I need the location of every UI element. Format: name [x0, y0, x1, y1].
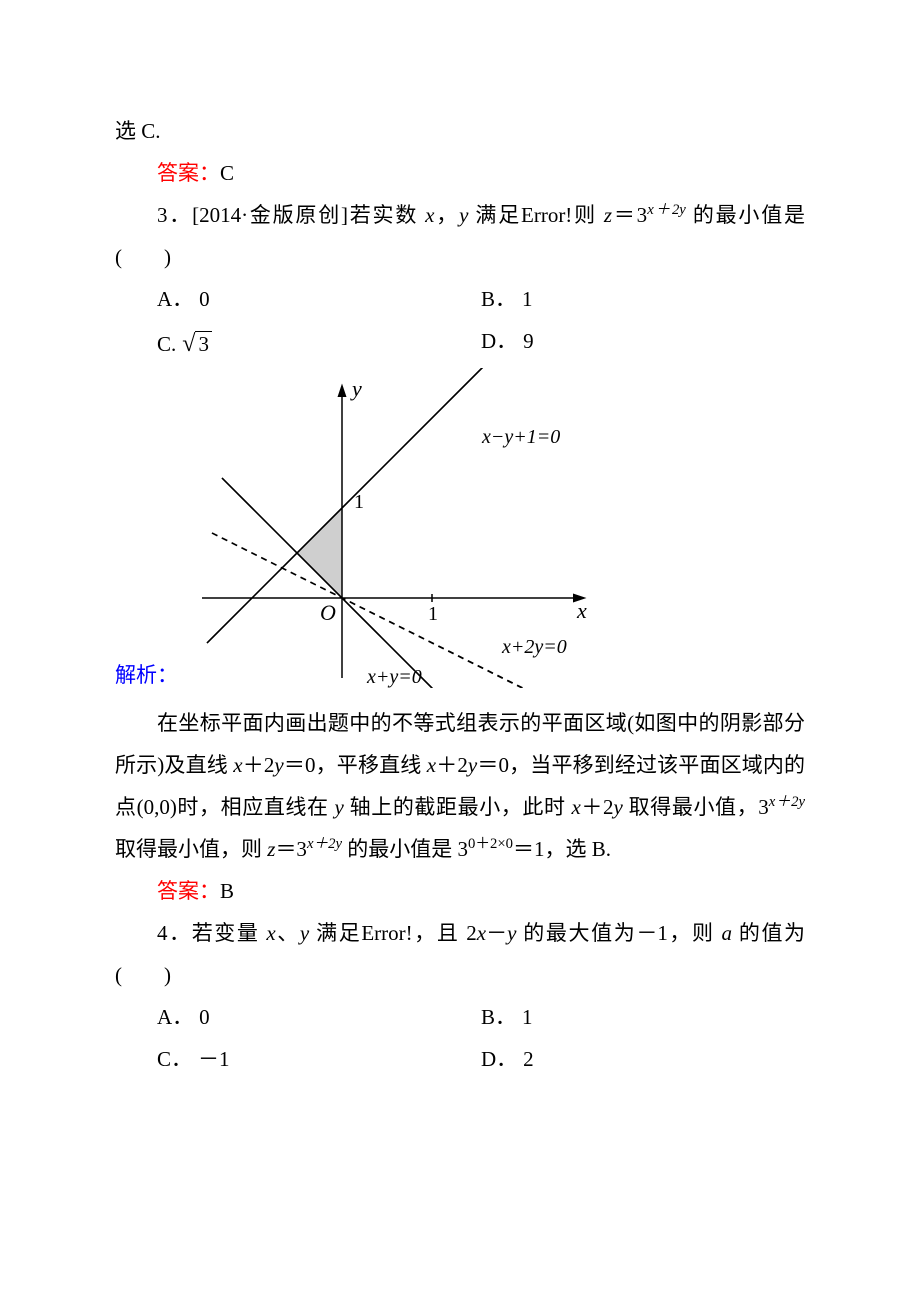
q3-options: A．0 B．1 C.√3 D．9: [115, 278, 805, 368]
line-x-minus-y-plus-1-vis: [207, 368, 522, 643]
t: 轴上的截距最小，此时: [344, 795, 572, 819]
v: x: [427, 753, 436, 777]
v: y: [468, 753, 477, 777]
continuation-line: 选 C.: [115, 110, 805, 152]
q3-opt-d: D．9: [481, 320, 805, 368]
jiexi-label: 解析：: [115, 654, 182, 702]
x-axis-label: x: [576, 598, 587, 623]
v: x: [477, 921, 486, 945]
t: 取得最小值，则: [115, 837, 267, 861]
opt-label: C．: [157, 1047, 192, 1071]
v: y: [300, 921, 309, 945]
opt-label: A．: [157, 287, 193, 311]
opt-value: 0: [199, 287, 210, 311]
t: ＝1，选 B.: [513, 837, 611, 861]
opt-label: B．: [481, 1005, 516, 1029]
opt-label: C.: [157, 332, 176, 356]
text: ＝3: [612, 203, 647, 227]
q3-explanation: 在坐标平面内画出题中的不等式组表示的平面区域(如图中的阴影部分所示)及直线 x＋…: [115, 702, 805, 870]
opt-value: 2: [523, 1047, 534, 1071]
tick-1x-label: 1: [428, 603, 438, 625]
opt-label: D．: [481, 329, 517, 353]
text: 则: [572, 203, 604, 227]
v: x: [233, 753, 242, 777]
figure-row: 解析：: [115, 368, 805, 702]
t: ＋2: [581, 795, 614, 819]
v: a: [721, 921, 732, 945]
v: y: [613, 795, 622, 819]
coordinate-graph: x y O 1 1 x−y+1=0 x+2y=0 x+y=0: [182, 368, 602, 688]
line3-label: x+y=0: [366, 666, 422, 688]
line1-label: x−y+1=0: [481, 426, 560, 448]
origin-label: O: [320, 600, 336, 625]
answer-label: 答案：: [157, 161, 220, 185]
error-placeholder: Error!: [521, 203, 572, 227]
q4-opt-b: B．1: [481, 996, 805, 1038]
exponent: x＋2y: [647, 202, 686, 218]
t: ＋2: [436, 753, 468, 777]
t: ＝0，平移直线: [284, 753, 427, 777]
y-axis-label: y: [350, 376, 362, 401]
q3-opt-c: C.√3: [157, 320, 481, 368]
q4-opt-d: D．2: [481, 1038, 805, 1080]
t: 的最小值是 3: [342, 837, 468, 861]
opt-value: 9: [523, 329, 534, 353]
error-placeholder: Error!: [361, 921, 412, 945]
q4-options: A．0 B．1 C．－1 D．2: [115, 996, 805, 1080]
line-x-minus-y-plus-1: [207, 368, 567, 643]
answer-line-b: 答案：B: [115, 870, 805, 912]
q4-opt-a: A．0: [157, 996, 481, 1038]
t: 取得最小值，3: [623, 795, 769, 819]
exp: x＋2y: [769, 794, 805, 810]
exp: x＋2y: [307, 836, 342, 852]
t: ＝3: [275, 837, 307, 861]
line-x-plus-y-vis: [222, 478, 432, 688]
t: 4．若变量: [157, 921, 266, 945]
answer-line-c: 答案：C: [115, 152, 805, 194]
v: y: [334, 795, 343, 819]
answer-label: 答案：: [157, 879, 220, 903]
v: x: [571, 795, 580, 819]
var-y: y: [459, 203, 468, 227]
exp: 0＋2×0: [468, 836, 513, 852]
t: ，且 2: [413, 921, 477, 945]
var-z: z: [604, 203, 612, 227]
sqrt-3: √3: [182, 320, 212, 368]
q3-stem: 3．[2014·金版原创]若实数 x，y 满足Error!则 z＝3x＋2y 的…: [115, 194, 805, 278]
answer-value: C: [220, 161, 234, 185]
line-x-plus-2y-dashed-vis: [212, 533, 522, 688]
feasible-region: [297, 508, 342, 598]
opt-value: 0: [199, 1005, 210, 1029]
q3-opt-b: B．1: [481, 278, 805, 320]
t: 、: [276, 921, 300, 945]
opt-label: A．: [157, 1005, 193, 1029]
opt-value: －1: [198, 1047, 230, 1071]
q4-opt-c: C．－1: [157, 1038, 481, 1080]
q4-stem: 4．若变量 x、y 满足Error!，且 2x－y 的最大值为－1，则 a 的值…: [115, 912, 805, 996]
opt-label: D．: [481, 1047, 517, 1071]
opt-value: 1: [522, 287, 533, 311]
t: ＋2: [243, 753, 275, 777]
text: 满足: [468, 203, 521, 227]
t: 满足: [309, 921, 361, 945]
text: 3．[2014·金版原创]若实数: [157, 203, 425, 227]
t: 的最大值为－1，则: [516, 921, 721, 945]
line-x-plus-2y-dashed: [212, 533, 577, 688]
t: －: [486, 921, 507, 945]
opt-value: 1: [522, 1005, 533, 1029]
v: x: [266, 921, 275, 945]
tick-1y-label: 1: [354, 491, 364, 513]
answer-value: B: [220, 879, 234, 903]
q3-opt-a: A．0: [157, 278, 481, 320]
q3-figure: x y O 1 1 x−y+1=0 x+2y=0 x+y=0: [182, 368, 602, 702]
v: y: [274, 753, 283, 777]
text: ，: [434, 203, 459, 227]
text: 选 C.: [115, 119, 161, 143]
opt-label: B．: [481, 287, 516, 311]
line2-label: x+2y=0: [501, 636, 567, 658]
